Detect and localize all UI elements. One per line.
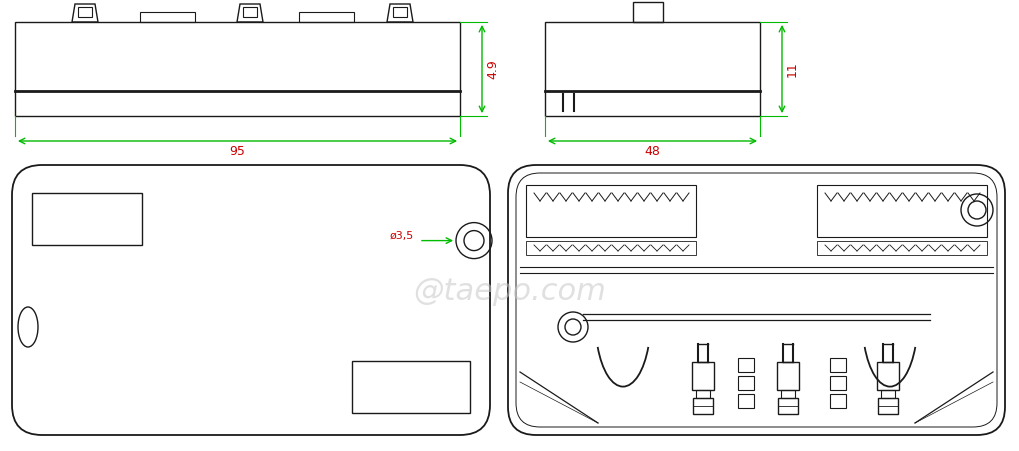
Bar <box>352 361 470 413</box>
Bar <box>77 7 92 17</box>
Bar <box>738 358 753 372</box>
Bar <box>816 241 986 255</box>
Bar <box>544 22 759 116</box>
Bar <box>141 12 196 22</box>
Bar <box>880 390 894 398</box>
Bar <box>829 376 845 390</box>
Bar <box>633 2 662 22</box>
Bar <box>829 394 845 408</box>
Bar <box>776 362 798 390</box>
Text: ø3,5: ø3,5 <box>389 230 414 240</box>
Bar <box>243 7 257 17</box>
Bar <box>692 398 712 414</box>
Bar <box>816 185 986 237</box>
Text: 48: 48 <box>644 145 659 158</box>
Text: 95: 95 <box>229 145 246 158</box>
Bar <box>691 362 713 390</box>
Bar <box>526 185 695 237</box>
Bar <box>695 390 709 398</box>
Bar <box>777 398 797 414</box>
Text: 4.9: 4.9 <box>485 59 498 79</box>
Bar <box>738 394 753 408</box>
Text: @taepo.com: @taepo.com <box>413 276 606 305</box>
Bar <box>32 193 142 245</box>
Bar <box>15 22 460 116</box>
Bar <box>829 358 845 372</box>
Bar <box>877 398 897 414</box>
Bar <box>876 362 898 390</box>
Bar <box>392 7 407 17</box>
Text: 11: 11 <box>786 61 798 77</box>
Bar <box>738 376 753 390</box>
Bar <box>781 390 794 398</box>
Bar <box>526 241 695 255</box>
Bar <box>300 12 355 22</box>
